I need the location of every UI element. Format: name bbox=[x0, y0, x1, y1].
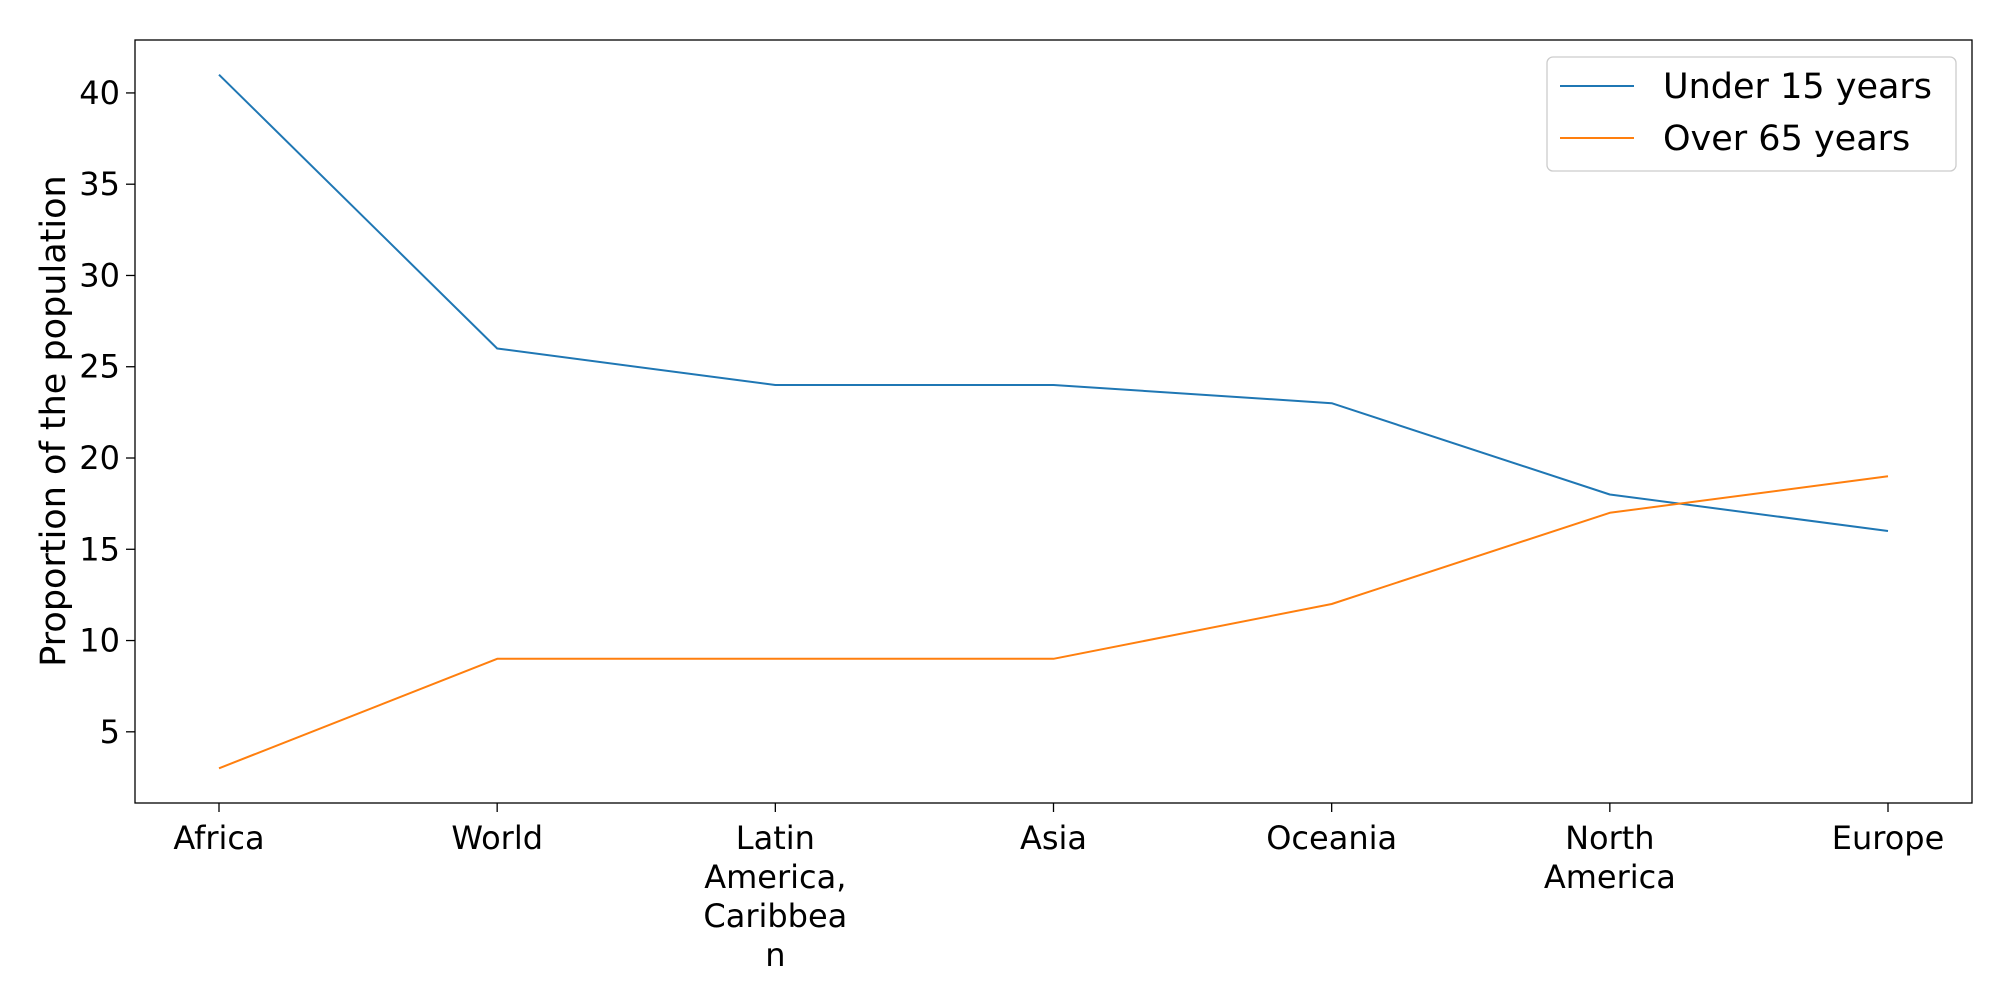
x-tick-label-line: World bbox=[451, 819, 543, 857]
x-tick-label-line: Caribbea bbox=[703, 897, 847, 935]
x-tick-label-line: America, bbox=[704, 858, 846, 896]
x-tick-label: Africa bbox=[173, 819, 264, 857]
x-tick-label-line: Asia bbox=[1020, 819, 1087, 857]
x-tick-label: Latin America, Caribbea n bbox=[703, 819, 847, 974]
x-tick-label: Europe bbox=[1832, 819, 1945, 857]
legend-label-1: Over 65 years bbox=[1663, 119, 1910, 159]
series-line-0 bbox=[218, 73, 1889, 532]
x-tick-label-line: n bbox=[765, 936, 785, 974]
x-axis: Africa World Latin America, Caribbea n Asia Oce… bbox=[173, 803, 1944, 974]
x-tick-label-line: Europe bbox=[1832, 819, 1945, 857]
y-axis-label: Proportion of the population bbox=[34, 175, 74, 666]
y-tick-label: 15 bbox=[79, 530, 120, 568]
x-tick-label: Asia bbox=[1020, 819, 1087, 857]
y-axis: 5 10 15 20 25 30 35 40 bbox=[79, 74, 135, 751]
legend-box bbox=[1546, 56, 1957, 172]
x-tick-label-line: Latin bbox=[736, 819, 815, 857]
legend: Under 15 years Over 65 years bbox=[1546, 56, 1957, 172]
x-tick-label: North America bbox=[1544, 819, 1676, 896]
legend-label-0: Under 15 years bbox=[1663, 67, 1932, 107]
y-tick-label: 5 bbox=[100, 713, 120, 751]
y-tick-label: 30 bbox=[79, 256, 120, 294]
y-tick-label: 20 bbox=[79, 439, 120, 477]
y-tick-label: 35 bbox=[79, 165, 120, 203]
x-tick-label-line: Oceania bbox=[1266, 819, 1397, 857]
x-tick-label-line: North bbox=[1565, 819, 1655, 857]
plot-frame bbox=[134, 39, 1973, 804]
x-tick-label: Oceania bbox=[1266, 819, 1397, 857]
series-lines bbox=[218, 73, 1889, 770]
y-tick-label: 40 bbox=[79, 74, 120, 112]
x-tick-label: World bbox=[451, 819, 543, 857]
series-line-1 bbox=[218, 475, 1889, 770]
y-tick-label: 10 bbox=[79, 622, 120, 660]
y-tick-label: 25 bbox=[79, 348, 120, 386]
x-tick-label-line: America bbox=[1544, 858, 1676, 896]
x-tick-label-line: Africa bbox=[173, 819, 264, 857]
